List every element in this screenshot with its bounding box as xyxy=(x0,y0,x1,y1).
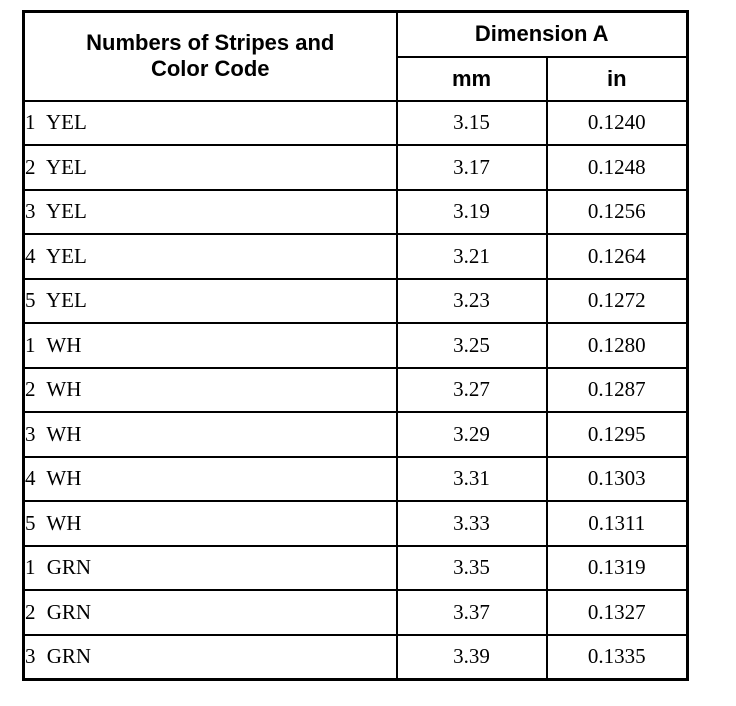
mm-value-cell: 3.17 xyxy=(395,144,548,191)
in-value-cell: 0.1295 xyxy=(545,411,689,458)
table-row: 4 YEL 3.21 0.1264 xyxy=(22,233,689,280)
in-value-cell: 0.1327 xyxy=(545,589,689,636)
in-value-cell: 0.1303 xyxy=(545,455,689,502)
table-row: 4 WH 3.31 0.1303 xyxy=(22,455,689,502)
mm-value-cell: 3.27 xyxy=(395,366,548,413)
mm-value-cell: 3.19 xyxy=(395,188,548,235)
stripe-code-cell: 5 YEL xyxy=(22,277,398,324)
mm-value-cell: 3.37 xyxy=(395,589,548,636)
stripe-code-cell: 3 YEL xyxy=(22,188,398,235)
stripes-dimension-table: Numbers of Stripes and Color Code Dimens… xyxy=(22,10,689,681)
mm-value-cell: 3.21 xyxy=(395,233,548,280)
table-row: 2 YEL 3.17 0.1248 xyxy=(22,144,689,191)
in-value-cell: 0.1280 xyxy=(545,322,689,369)
column-header-dimension-a: Dimension A xyxy=(395,10,689,58)
stripe-code-cell: 4 YEL xyxy=(22,233,398,280)
stripe-code-cell: 2 YEL xyxy=(22,144,398,191)
table-row: 3 GRN 3.39 0.1335 xyxy=(22,633,689,680)
table-row: 1 WH 3.25 0.1280 xyxy=(22,322,689,369)
table-row: 3 YEL 3.19 0.1256 xyxy=(22,188,689,235)
table-row: 5 YEL 3.23 0.1272 xyxy=(22,277,689,324)
column-header-stripes-color: Numbers of Stripes and Color Code xyxy=(22,10,398,102)
table-row: 2 WH 3.27 0.1287 xyxy=(22,366,689,413)
stripe-code-cell: 3 GRN xyxy=(22,633,398,680)
table-row: 3 WH 3.29 0.1295 xyxy=(22,411,689,458)
column-header-mm: mm xyxy=(395,55,548,102)
column-header-in: in xyxy=(545,55,689,102)
in-value-cell: 0.1335 xyxy=(545,633,689,680)
mm-value-cell: 3.15 xyxy=(395,99,548,146)
in-value-cell: 0.1319 xyxy=(545,544,689,591)
table-row: 1 YEL 3.15 0.1240 xyxy=(22,99,689,146)
in-value-cell: 0.1256 xyxy=(545,188,689,235)
header-row-dimension: Numbers of Stripes and Color Code Dimens… xyxy=(22,10,689,102)
stripe-code-cell: 4 WH xyxy=(22,455,398,502)
column-header-stripes-color-line1: Numbers of Stripes and xyxy=(86,30,335,56)
in-value-cell: 0.1272 xyxy=(545,277,689,324)
stripe-code-cell: 3 WH xyxy=(22,411,398,458)
stripe-code-cell: 1 GRN xyxy=(22,544,398,591)
header-row-units: mm in xyxy=(24,55,689,102)
stripe-code-cell: 2 GRN xyxy=(22,589,398,636)
mm-value-cell: 3.35 xyxy=(395,544,548,591)
table-row: 5 WH 3.33 0.1311 xyxy=(22,500,689,547)
column-header-stripes-color-line2: Color Code xyxy=(150,56,270,82)
mm-value-cell: 3.29 xyxy=(395,411,548,458)
mm-value-cell: 3.33 xyxy=(395,500,548,547)
stripe-code-cell: 5 WH xyxy=(22,500,398,547)
table-row: 2 GRN 3.37 0.1327 xyxy=(22,589,689,636)
in-value-cell: 0.1311 xyxy=(545,500,689,547)
mm-value-cell: 3.25 xyxy=(395,322,548,369)
in-value-cell: 0.1248 xyxy=(545,144,689,191)
in-value-cell: 0.1240 xyxy=(545,99,689,146)
stripe-code-cell: 1 WH xyxy=(22,322,398,369)
stripe-code-cell: 2 WH xyxy=(22,366,398,413)
in-value-cell: 0.1264 xyxy=(545,233,689,280)
mm-value-cell: 3.39 xyxy=(395,633,548,680)
in-value-cell: 0.1287 xyxy=(545,366,689,413)
stripe-code-cell: 1 YEL xyxy=(22,99,398,146)
table-row: 1 GRN 3.35 0.1319 xyxy=(22,544,689,591)
mm-value-cell: 3.31 xyxy=(395,455,548,502)
mm-value-cell: 3.23 xyxy=(395,277,548,324)
